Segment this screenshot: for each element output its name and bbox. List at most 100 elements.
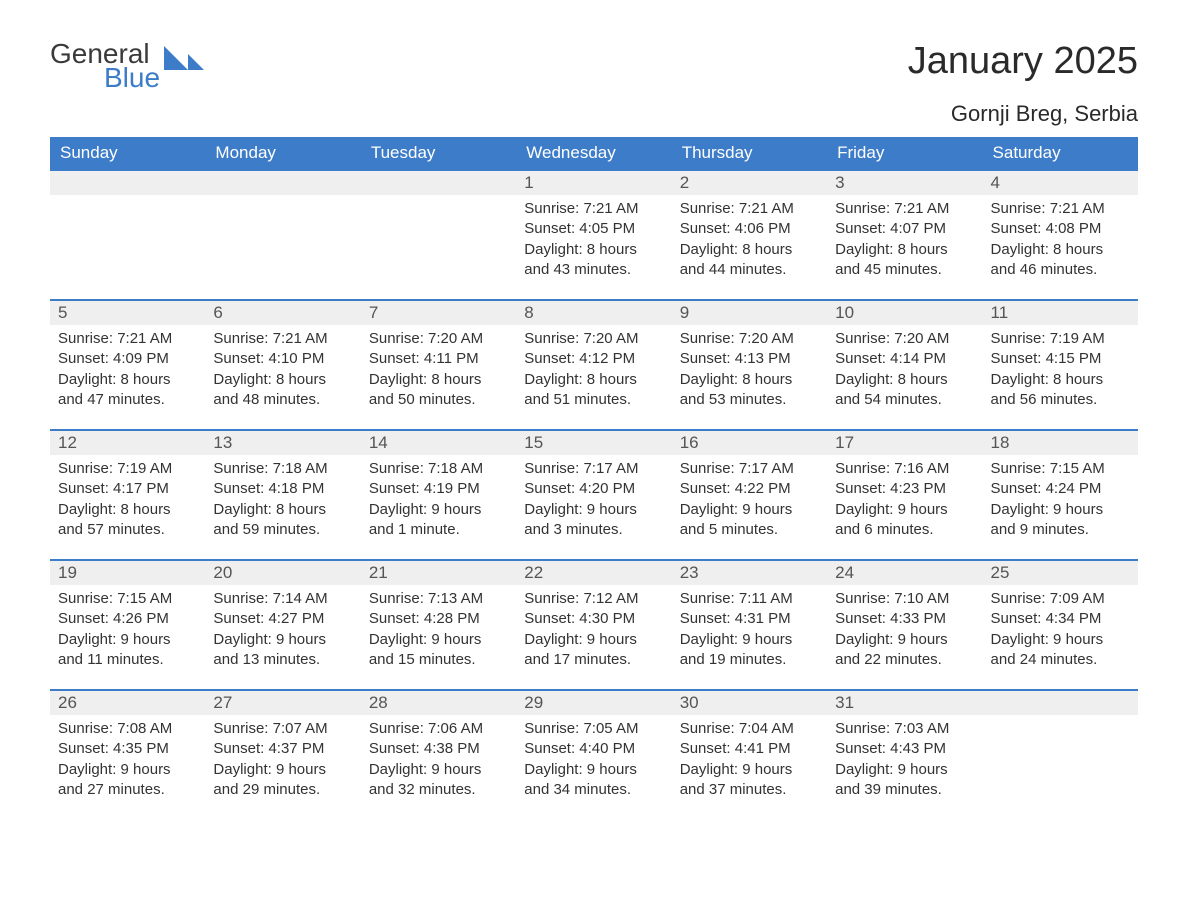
calendar-day-cell: 26Sunrise: 7:08 AMSunset: 4:35 PMDayligh…: [50, 689, 205, 819]
day-number: 15: [516, 429, 671, 455]
sunrise-line: Sunrise: 7:21 AM: [213, 329, 352, 349]
calendar-day-cell: 2Sunrise: 7:21 AMSunset: 4:06 PMDaylight…: [672, 169, 827, 299]
title-block: January 2025 Gornji Breg, Serbia: [908, 40, 1138, 127]
calendar-day-cell: 5Sunrise: 7:21 AMSunset: 4:09 PMDaylight…: [50, 299, 205, 429]
day-number: 27: [205, 689, 360, 715]
day-of-week-header: Saturday: [983, 137, 1138, 169]
day-details: Sunrise: 7:03 AMSunset: 4:43 PMDaylight:…: [827, 715, 982, 808]
daylight-line: Daylight: 9 hours and 9 minutes.: [991, 500, 1130, 541]
day-details: Sunrise: 7:08 AMSunset: 4:35 PMDaylight:…: [50, 715, 205, 808]
sunset-line: Sunset: 4:12 PM: [524, 349, 663, 369]
sunrise-line: Sunrise: 7:18 AM: [213, 459, 352, 479]
daylight-line: Daylight: 8 hours and 48 minutes.: [213, 370, 352, 411]
sunrise-line: Sunrise: 7:20 AM: [835, 329, 974, 349]
sunrise-line: Sunrise: 7:03 AM: [835, 719, 974, 739]
day-number: 14: [361, 429, 516, 455]
sunrise-line: Sunrise: 7:13 AM: [369, 589, 508, 609]
sunset-line: Sunset: 4:19 PM: [369, 479, 508, 499]
day-details: Sunrise: 7:21 AMSunset: 4:07 PMDaylight:…: [827, 195, 982, 288]
day-of-week-header: Thursday: [672, 137, 827, 169]
day-number: 4: [983, 169, 1138, 195]
sunrise-line: Sunrise: 7:14 AM: [213, 589, 352, 609]
sunset-line: Sunset: 4:08 PM: [991, 219, 1130, 239]
daylight-line: Daylight: 9 hours and 37 minutes.: [680, 760, 819, 801]
day-of-week-header: Sunday: [50, 137, 205, 169]
calendar-day-cell: [205, 169, 360, 299]
empty-day: [983, 689, 1138, 715]
sunrise-line: Sunrise: 7:20 AM: [369, 329, 508, 349]
day-number: 6: [205, 299, 360, 325]
daylight-line: Daylight: 9 hours and 13 minutes.: [213, 630, 352, 671]
daylight-line: Daylight: 8 hours and 56 minutes.: [991, 370, 1130, 411]
calendar-day-cell: 30Sunrise: 7:04 AMSunset: 4:41 PMDayligh…: [672, 689, 827, 819]
calendar-week-row: 1Sunrise: 7:21 AMSunset: 4:05 PMDaylight…: [50, 169, 1138, 299]
logo-word-blue: Blue: [104, 64, 160, 92]
calendar-day-cell: 18Sunrise: 7:15 AMSunset: 4:24 PMDayligh…: [983, 429, 1138, 559]
daylight-line: Daylight: 9 hours and 34 minutes.: [524, 760, 663, 801]
empty-day: [361, 169, 516, 195]
day-number: 28: [361, 689, 516, 715]
day-number: 17: [827, 429, 982, 455]
daylight-line: Daylight: 8 hours and 57 minutes.: [58, 500, 197, 541]
sunset-line: Sunset: 4:14 PM: [835, 349, 974, 369]
calendar-day-cell: 16Sunrise: 7:17 AMSunset: 4:22 PMDayligh…: [672, 429, 827, 559]
day-number: 31: [827, 689, 982, 715]
day-details: Sunrise: 7:21 AMSunset: 4:09 PMDaylight:…: [50, 325, 205, 418]
sunrise-line: Sunrise: 7:19 AM: [58, 459, 197, 479]
calendar-day-cell: 13Sunrise: 7:18 AMSunset: 4:18 PMDayligh…: [205, 429, 360, 559]
sunset-line: Sunset: 4:34 PM: [991, 609, 1130, 629]
calendar-day-cell: 27Sunrise: 7:07 AMSunset: 4:37 PMDayligh…: [205, 689, 360, 819]
sunrise-line: Sunrise: 7:17 AM: [680, 459, 819, 479]
day-number: 16: [672, 429, 827, 455]
daylight-line: Daylight: 9 hours and 32 minutes.: [369, 760, 508, 801]
calendar-day-cell: 31Sunrise: 7:03 AMSunset: 4:43 PMDayligh…: [827, 689, 982, 819]
calendar-day-cell: 14Sunrise: 7:18 AMSunset: 4:19 PMDayligh…: [361, 429, 516, 559]
sunrise-line: Sunrise: 7:06 AM: [369, 719, 508, 739]
calendar-day-cell: 11Sunrise: 7:19 AMSunset: 4:15 PMDayligh…: [983, 299, 1138, 429]
day-details: Sunrise: 7:20 AMSunset: 4:14 PMDaylight:…: [827, 325, 982, 418]
daylight-line: Daylight: 8 hours and 51 minutes.: [524, 370, 663, 411]
day-number: 21: [361, 559, 516, 585]
calendar-day-cell: 12Sunrise: 7:19 AMSunset: 4:17 PMDayligh…: [50, 429, 205, 559]
sunset-line: Sunset: 4:35 PM: [58, 739, 197, 759]
day-details: Sunrise: 7:04 AMSunset: 4:41 PMDaylight:…: [672, 715, 827, 808]
calendar-day-cell: 23Sunrise: 7:11 AMSunset: 4:31 PMDayligh…: [672, 559, 827, 689]
daylight-line: Daylight: 9 hours and 5 minutes.: [680, 500, 819, 541]
page-title: January 2025: [908, 40, 1138, 83]
day-number: 19: [50, 559, 205, 585]
sunset-line: Sunset: 4:07 PM: [835, 219, 974, 239]
calendar-day-cell: 29Sunrise: 7:05 AMSunset: 4:40 PMDayligh…: [516, 689, 671, 819]
daylight-line: Daylight: 9 hours and 39 minutes.: [835, 760, 974, 801]
logo-triangle-icon: [164, 44, 204, 75]
day-details: Sunrise: 7:09 AMSunset: 4:34 PMDaylight:…: [983, 585, 1138, 678]
sunrise-line: Sunrise: 7:21 AM: [680, 199, 819, 219]
day-of-week-header-row: SundayMondayTuesdayWednesdayThursdayFrid…: [50, 137, 1138, 169]
sunset-line: Sunset: 4:15 PM: [991, 349, 1130, 369]
sunrise-line: Sunrise: 7:21 AM: [835, 199, 974, 219]
daylight-line: Daylight: 9 hours and 3 minutes.: [524, 500, 663, 541]
sunrise-line: Sunrise: 7:11 AM: [680, 589, 819, 609]
calendar-day-cell: 1Sunrise: 7:21 AMSunset: 4:05 PMDaylight…: [516, 169, 671, 299]
calendar-day-cell: 22Sunrise: 7:12 AMSunset: 4:30 PMDayligh…: [516, 559, 671, 689]
day-details: Sunrise: 7:21 AMSunset: 4:06 PMDaylight:…: [672, 195, 827, 288]
day-details: Sunrise: 7:05 AMSunset: 4:40 PMDaylight:…: [516, 715, 671, 808]
daylight-line: Daylight: 9 hours and 11 minutes.: [58, 630, 197, 671]
calendar-day-cell: 15Sunrise: 7:17 AMSunset: 4:20 PMDayligh…: [516, 429, 671, 559]
calendar-day-cell: [983, 689, 1138, 819]
day-details: Sunrise: 7:10 AMSunset: 4:33 PMDaylight:…: [827, 585, 982, 678]
sunset-line: Sunset: 4:31 PM: [680, 609, 819, 629]
sunset-line: Sunset: 4:10 PM: [213, 349, 352, 369]
day-number: 3: [827, 169, 982, 195]
day-number: 5: [50, 299, 205, 325]
sunset-line: Sunset: 4:30 PM: [524, 609, 663, 629]
day-of-week-header: Friday: [827, 137, 982, 169]
sunrise-line: Sunrise: 7:21 AM: [991, 199, 1130, 219]
calendar-body: 1Sunrise: 7:21 AMSunset: 4:05 PMDaylight…: [50, 169, 1138, 819]
sunset-line: Sunset: 4:43 PM: [835, 739, 974, 759]
daylight-line: Daylight: 9 hours and 22 minutes.: [835, 630, 974, 671]
day-details: Sunrise: 7:17 AMSunset: 4:20 PMDaylight:…: [516, 455, 671, 548]
daylight-line: Daylight: 9 hours and 19 minutes.: [680, 630, 819, 671]
day-number: 12: [50, 429, 205, 455]
empty-day: [205, 169, 360, 195]
calendar-day-cell: 6 Sunrise: 7:21 AMSunset: 4:10 PMDaylight…: [205, 299, 360, 429]
